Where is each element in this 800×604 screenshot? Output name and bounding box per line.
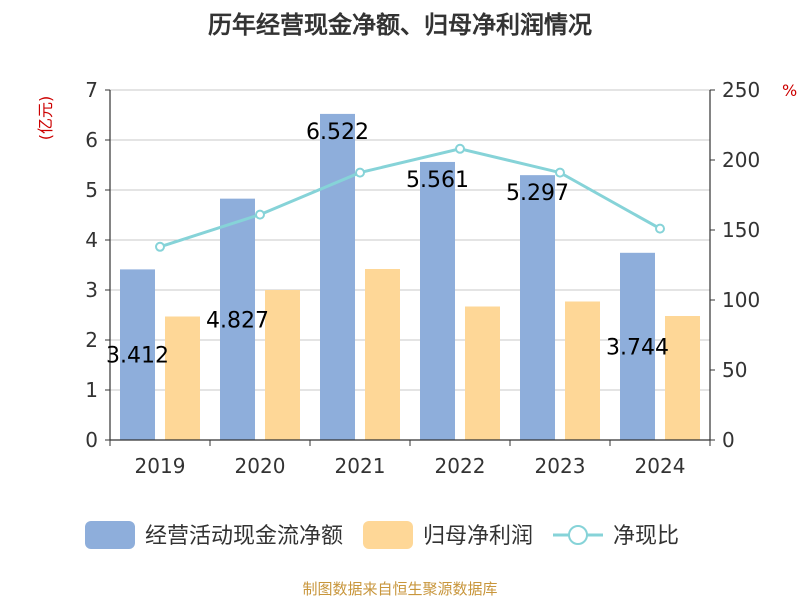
x-axis-tick-label: 2020 [235, 454, 286, 478]
left-axis-tick-label: 2 [85, 328, 98, 352]
net-cash-ratio-line [159, 147, 661, 249]
chart-title: 历年经营现金净额、归母净利润情况 [208, 11, 592, 39]
right-axis-tick-label: 250 [722, 78, 760, 102]
net-profit-bar [465, 306, 500, 440]
data-labels: 3.412 4.827 6.522 5.561 5.297 3.744 [106, 120, 669, 369]
cashflow-data-label: 6.522 [306, 120, 369, 145]
legend-swatch-cashflow[interactable] [85, 521, 135, 549]
legend-label-net-profit[interactable]: 归母净利润 [423, 524, 533, 549]
left-axis-tick-label: 6 [85, 128, 98, 152]
cashflow-bar [620, 252, 655, 440]
right-axis-tick-label: 150 [722, 218, 760, 242]
left-axis-tick-label: 1 [85, 378, 98, 402]
left-axis-tick-label: 0 [85, 428, 98, 452]
cashflow-bar [320, 113, 355, 441]
net-cash-ratio-point [455, 143, 465, 154]
legend-swatch-net-profit[interactable] [363, 521, 413, 549]
right-axis-tick-label: 100 [722, 288, 760, 312]
net-profit-bar [665, 316, 700, 440]
cashflow-data-label: 5.297 [506, 181, 569, 206]
net-profit-bar [165, 316, 200, 440]
x-axis-tick-label: 2022 [435, 454, 486, 478]
cashflow-data-label: 4.827 [206, 308, 269, 333]
right-axis-tick-label: 50 [722, 358, 747, 382]
legend-swatch-marker[interactable] [568, 525, 588, 545]
net-profit-bar [565, 301, 600, 440]
left-axis-tick-label: 3 [85, 278, 98, 302]
left-axis-unit-label: (亿元) [36, 96, 55, 141]
bar-layer [120, 113, 700, 441]
net-cash-ratio-point [355, 167, 365, 178]
x-axis-tick-label: 2019 [135, 454, 186, 478]
cashflow-bar [120, 269, 155, 440]
gridlines [110, 89, 710, 391]
axes: 0 1 2 3 4 5 6 7 0 50 100 150 200 250 2019 2020 2021 2022 2… [85, 78, 760, 478]
right-axis-tick-label: 200 [722, 148, 760, 172]
x-axis-tick-label: 2021 [335, 454, 386, 478]
net-cash-ratio-point [255, 209, 265, 220]
right-axis-unit-label: % [782, 81, 797, 100]
x-axis-tick-label: 2024 [635, 454, 686, 478]
cashflow-data-label: 3.412 [106, 344, 169, 369]
line-layer [155, 143, 665, 252]
right-axis-tick-label: 0 [722, 428, 735, 452]
left-axis-tick-label: 7 [85, 78, 98, 102]
left-axis-tick-label: 5 [85, 178, 98, 202]
net-profit-bar [365, 269, 400, 440]
cashflow-bar [420, 161, 455, 440]
cashflow-data-label: 3.744 [606, 335, 669, 360]
legend-label-net-cash-ratio[interactable]: 净现比 [613, 524, 679, 549]
legend-label-cashflow[interactable]: 经营活动现金流净额 [145, 524, 343, 549]
legend[interactable]: 经营活动现金流净额 归母净利润 净现比 [85, 521, 679, 549]
left-axis-tick-label: 4 [85, 228, 98, 252]
cashflow-bar [220, 198, 255, 440]
x-axis-tick-label: 2023 [535, 454, 586, 478]
net-profit-bar [265, 290, 300, 440]
source-footer: 制图数据来自恒生聚源数据库 [302, 580, 497, 598]
net-cash-ratio-point [555, 167, 565, 178]
net-cash-ratio-point [655, 223, 665, 234]
cashflow-bar [520, 175, 555, 440]
net-cash-ratio-point [155, 241, 165, 252]
cashflow-data-label: 5.561 [406, 168, 469, 193]
